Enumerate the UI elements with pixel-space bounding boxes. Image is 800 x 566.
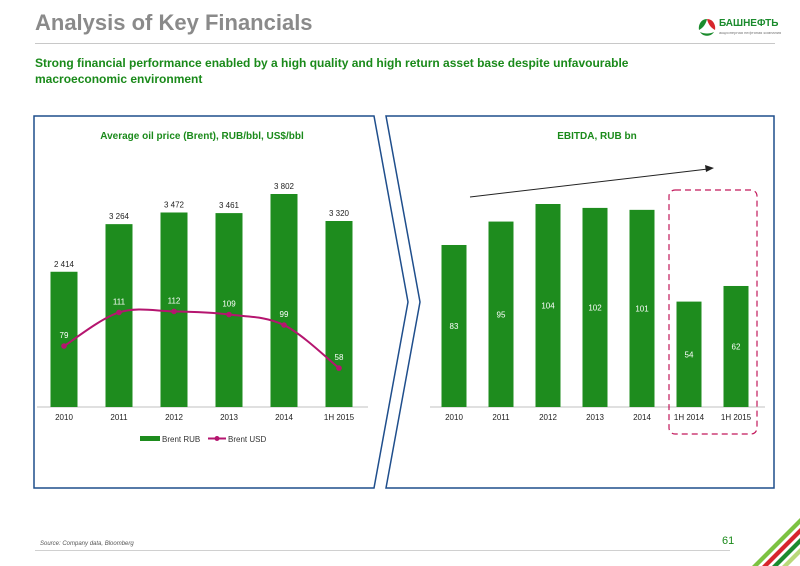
left-x-tick-label: 1H 2015 xyxy=(324,413,355,422)
brent-price-chart: 2 414 2010 3 264 2011 3 472 2012 3 461 2013 3 80… xyxy=(37,182,368,422)
legend-marker-brent-usd xyxy=(214,436,220,441)
ebitda-value-label: 101 xyxy=(635,304,649,313)
left-x-tick-label: 2013 xyxy=(220,413,238,422)
logo-icon xyxy=(698,19,716,36)
right-x-tick-label: 1H 2015 xyxy=(721,413,752,422)
ebitda-value-label: 83 xyxy=(450,322,459,331)
company-logo: БАШНЕФТЬ акционерная нефтяная компания xyxy=(697,17,792,39)
legend-label-brent-usd: Brent USD xyxy=(228,435,266,444)
brent-rub-bar xyxy=(215,213,243,407)
brent-rub-bar xyxy=(270,194,298,407)
ebitda-bar xyxy=(488,221,514,407)
right-panel-border xyxy=(385,115,775,489)
left-panel-border xyxy=(33,115,409,489)
brent-usd-point xyxy=(61,343,67,349)
brent-rub-value-label: 3 461 xyxy=(219,201,240,210)
left-x-tick-label: 2012 xyxy=(165,413,183,422)
left-chart-title: Average oil price (Brent), RUB/bbl, US$/… xyxy=(100,131,304,142)
left-chart-legend: Brent RUB Brent USD xyxy=(140,435,266,444)
brent-usd-value-label: 111 xyxy=(113,297,126,306)
right-x-tick-label: 2011 xyxy=(492,413,510,422)
brent-rub-bar xyxy=(325,221,353,407)
right-x-tick-label: 2012 xyxy=(539,413,557,422)
page-subtitle: Strong financial performance enabled by … xyxy=(35,56,629,86)
ebitda-value-label: 102 xyxy=(588,303,602,312)
footer-divider xyxy=(35,550,730,551)
ebitda-bar xyxy=(629,209,655,407)
brent-usd-value-label: 112 xyxy=(168,296,181,305)
brent-usd-point xyxy=(226,311,232,318)
source-note: Source: Company data, Bloomberg xyxy=(40,541,134,547)
ebitda-value-label: 54 xyxy=(685,350,694,359)
title-divider xyxy=(35,43,775,44)
trend-arrow xyxy=(469,165,714,198)
half-year-highlight-box xyxy=(668,189,758,435)
right-x-tick-label: 2013 xyxy=(586,413,604,422)
brent-usd-point xyxy=(116,309,122,316)
brent-usd-point xyxy=(281,322,287,328)
page-title: Analysis of Key Financials xyxy=(35,10,313,35)
brent-rub-value-label: 3 802 xyxy=(274,182,295,191)
brent-usd-value-label: 79 xyxy=(60,331,69,340)
ebitda-value-label: 95 xyxy=(497,310,506,319)
brent-usd-value-label: 99 xyxy=(280,310,289,319)
ebitda-chart: 83 2010 95 2011 104 2012 102 2013 101 2014 54 1H 20… xyxy=(430,204,765,422)
ebitda-bar xyxy=(535,204,561,407)
logo-text: БАШНЕФТЬ xyxy=(719,18,779,29)
ebitda-bar xyxy=(723,285,749,407)
corner-decoration xyxy=(752,518,800,566)
legend-label-brent-rub: Brent RUB xyxy=(162,435,200,444)
brent-usd-point xyxy=(336,365,342,371)
brent-usd-point xyxy=(171,308,177,315)
ebitda-value-label: 62 xyxy=(732,342,741,351)
brent-rub-value-label: 3 472 xyxy=(164,200,185,209)
right-chart-title: EBITDA, RUB bn xyxy=(557,131,636,142)
ebitda-value-label: 104 xyxy=(541,302,555,311)
right-x-tick-label: 1H 2014 xyxy=(674,413,705,422)
brent-usd-value-label: 58 xyxy=(335,353,344,362)
brent-rub-value-label: 3 264 xyxy=(109,212,130,221)
logo-subtext: акционерная нефтяная компания xyxy=(719,30,782,35)
brent-rub-value-label: 2 414 xyxy=(54,260,75,269)
ebitda-bar xyxy=(676,301,702,407)
right-x-tick-label: 2014 xyxy=(633,413,651,422)
legend-swatch-brent-rub xyxy=(140,436,160,441)
ebitda-bar xyxy=(441,244,467,407)
brent-usd-line xyxy=(63,308,340,369)
ebitda-bar xyxy=(582,207,608,407)
brent-usd-value-label: 109 xyxy=(222,300,236,309)
brent-rub-value-label: 3 320 xyxy=(329,209,350,218)
left-x-tick-label: 2010 xyxy=(55,413,73,422)
left-x-tick-label: 2011 xyxy=(110,413,128,422)
left-x-tick-label: 2014 xyxy=(275,413,293,422)
right-x-tick-label: 2010 xyxy=(445,413,463,422)
page-number: 61 xyxy=(722,535,735,547)
